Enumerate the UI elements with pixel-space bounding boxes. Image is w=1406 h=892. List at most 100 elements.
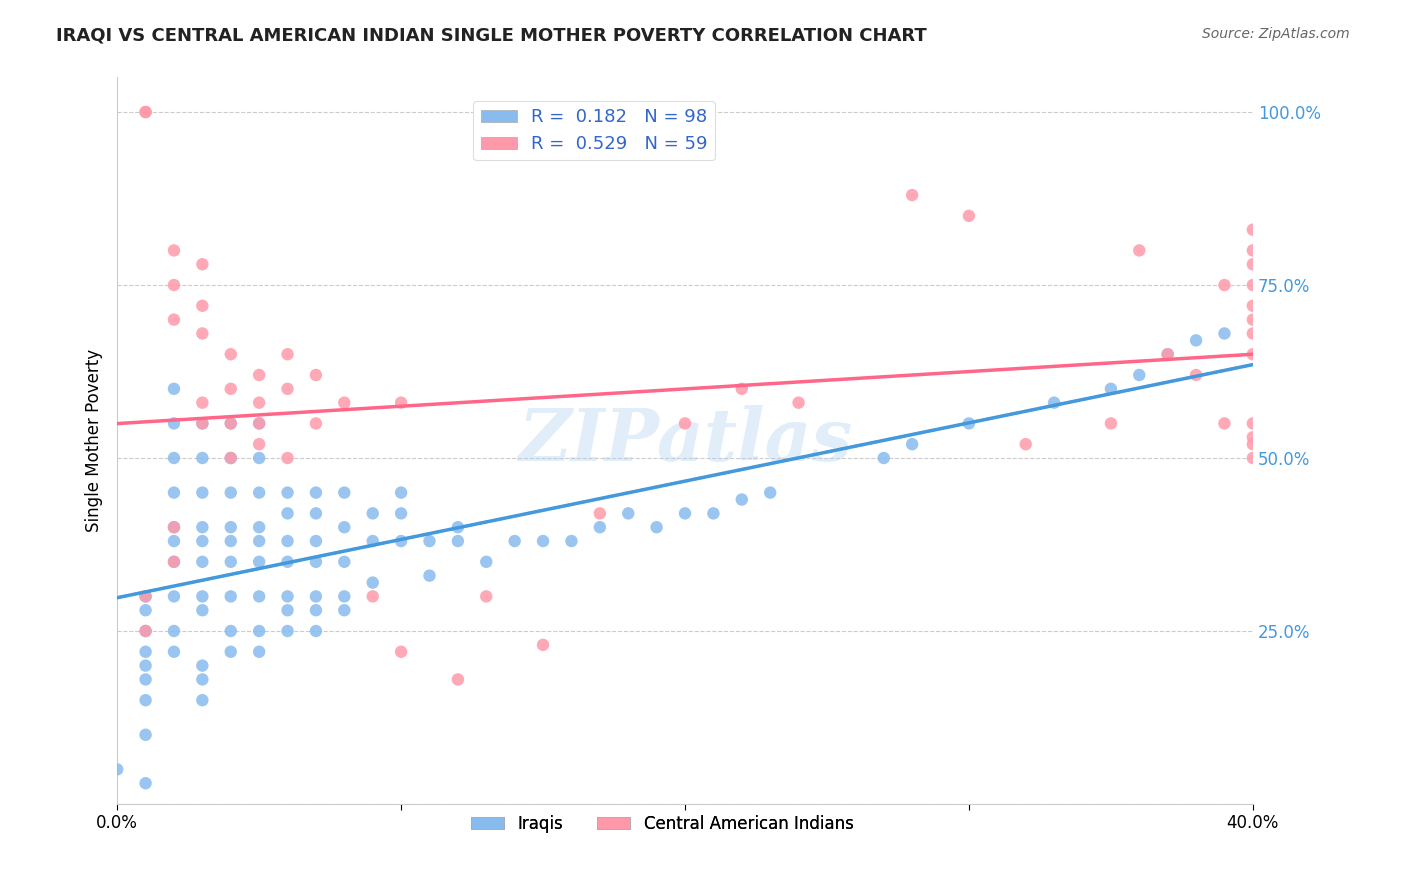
Point	[191, 485, 214, 500]
Point	[1099, 382, 1122, 396]
Point	[389, 645, 412, 659]
Point	[191, 658, 214, 673]
Point	[135, 673, 157, 687]
Point	[135, 603, 157, 617]
Point	[135, 728, 157, 742]
Point	[191, 326, 214, 341]
Point	[219, 417, 242, 431]
Point	[560, 534, 582, 549]
Point	[418, 568, 440, 582]
Point	[1213, 417, 1236, 431]
Point	[1241, 347, 1264, 361]
Point	[135, 590, 157, 604]
Point	[1213, 278, 1236, 293]
Point	[277, 450, 299, 465]
Point	[673, 507, 696, 521]
Point	[191, 417, 214, 431]
Point	[135, 590, 157, 604]
Point	[531, 638, 554, 652]
Text: ZIPatlas: ZIPatlas	[517, 405, 852, 476]
Point	[191, 450, 214, 465]
Point	[163, 312, 186, 326]
Point	[191, 673, 214, 687]
Point	[247, 437, 270, 451]
Point	[1241, 244, 1264, 258]
Point	[1043, 395, 1066, 409]
Point	[447, 534, 470, 549]
Point	[163, 520, 186, 534]
Point	[361, 507, 384, 521]
Point	[277, 534, 299, 549]
Point	[787, 395, 810, 409]
Point	[1185, 334, 1208, 348]
Point	[219, 450, 242, 465]
Point	[219, 534, 242, 549]
Point	[305, 485, 328, 500]
Point	[673, 417, 696, 431]
Point	[361, 534, 384, 549]
Point	[447, 673, 470, 687]
Point	[135, 776, 157, 790]
Point	[135, 105, 157, 120]
Point	[389, 507, 412, 521]
Point	[163, 244, 186, 258]
Point	[277, 507, 299, 521]
Point	[247, 417, 270, 431]
Legend: Iraqis, Central American Indians: Iraqis, Central American Indians	[464, 808, 860, 839]
Point	[503, 534, 526, 549]
Point	[1156, 347, 1178, 361]
Point	[1241, 222, 1264, 236]
Point	[277, 624, 299, 638]
Text: Source: ZipAtlas.com: Source: ZipAtlas.com	[1202, 27, 1350, 41]
Point	[219, 555, 242, 569]
Point	[389, 395, 412, 409]
Point	[361, 590, 384, 604]
Point	[105, 763, 128, 777]
Point	[1213, 326, 1236, 341]
Point	[247, 395, 270, 409]
Point	[247, 624, 270, 638]
Point	[617, 507, 640, 521]
Point	[305, 590, 328, 604]
Point	[333, 590, 356, 604]
Point	[1241, 299, 1264, 313]
Point	[247, 534, 270, 549]
Point	[1241, 312, 1264, 326]
Point	[277, 485, 299, 500]
Point	[219, 347, 242, 361]
Point	[475, 590, 498, 604]
Point	[191, 257, 214, 271]
Point	[1241, 450, 1264, 465]
Point	[247, 645, 270, 659]
Point	[219, 645, 242, 659]
Point	[1241, 417, 1264, 431]
Point	[219, 624, 242, 638]
Point	[731, 492, 754, 507]
Point	[163, 555, 186, 569]
Point	[191, 395, 214, 409]
Point	[191, 520, 214, 534]
Point	[191, 417, 214, 431]
Point	[163, 417, 186, 431]
Point	[305, 624, 328, 638]
Point	[191, 603, 214, 617]
Point	[219, 485, 242, 500]
Point	[305, 534, 328, 549]
Point	[731, 382, 754, 396]
Point	[277, 603, 299, 617]
Point	[305, 603, 328, 617]
Point	[957, 209, 980, 223]
Point	[333, 555, 356, 569]
Point	[589, 507, 612, 521]
Point	[333, 485, 356, 500]
Y-axis label: Single Mother Poverty: Single Mother Poverty	[86, 349, 103, 533]
Point	[1241, 326, 1264, 341]
Point	[163, 624, 186, 638]
Point	[418, 534, 440, 549]
Point	[191, 590, 214, 604]
Point	[277, 382, 299, 396]
Point	[219, 590, 242, 604]
Point	[1241, 278, 1264, 293]
Point	[135, 624, 157, 638]
Point	[277, 555, 299, 569]
